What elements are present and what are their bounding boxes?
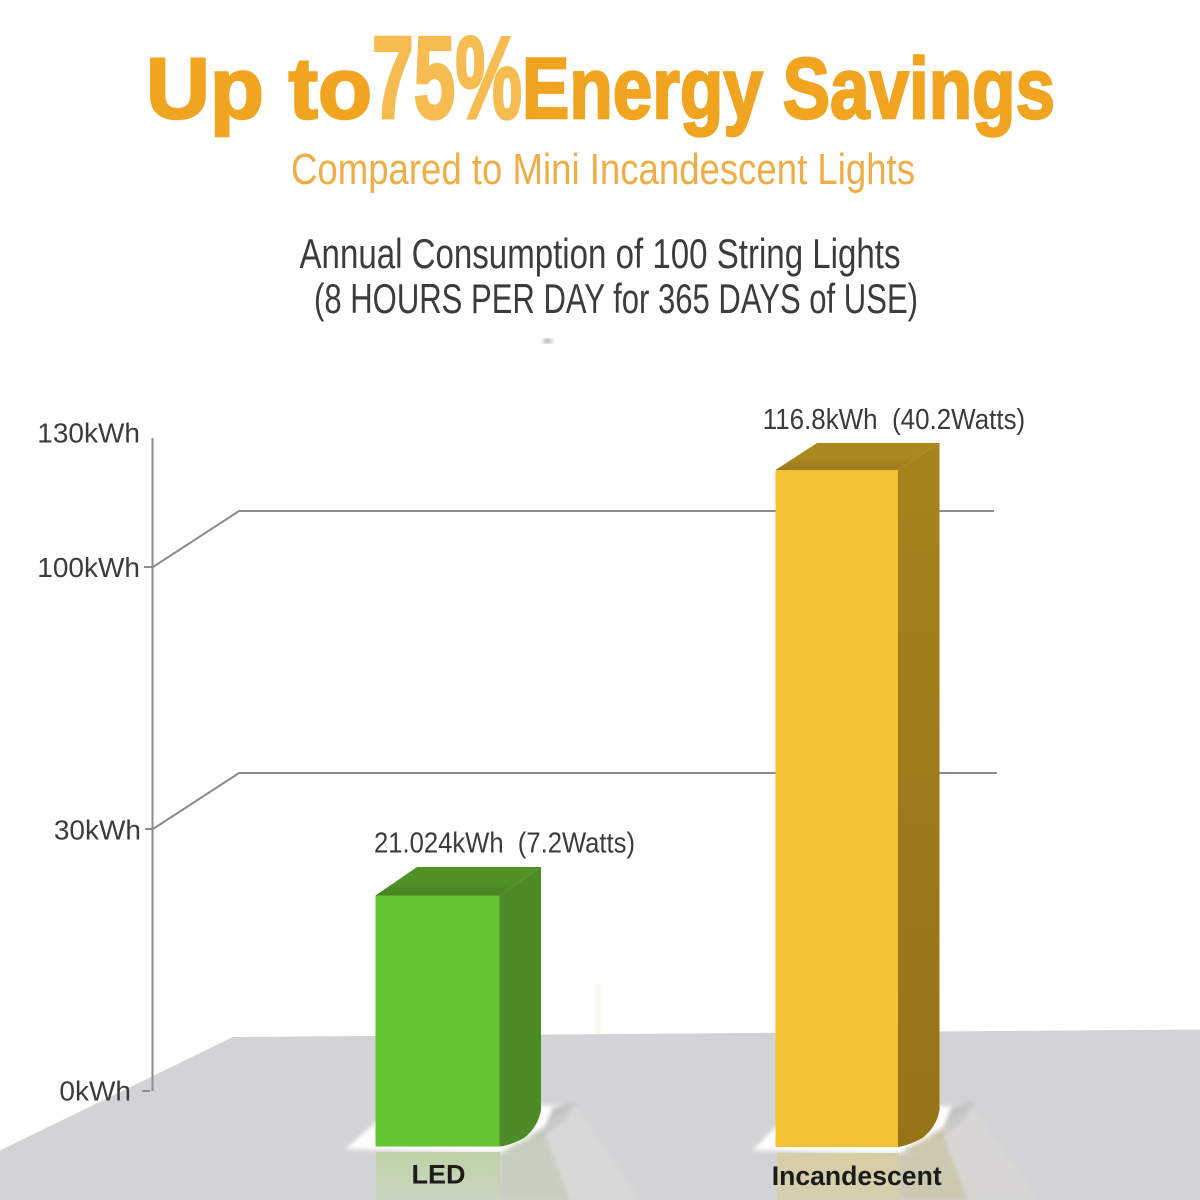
svg-text:21.024kWh (7.2Watts): 21.024kWh (7.2Watts) [374,828,635,860]
svg-text:(8 HOURS PER DAY for 365 DAYS: (8 HOURS PER DAY for 365 DAYS of USE) [314,275,918,322]
svg-text:Compared to Mini Incandescent: Compared to Mini Incandescent Lights [291,145,915,194]
svg-text:30kWh: 30kWh [54,815,141,846]
svg-text:Up to75%Energy Savings: Up to75%Energy Savings [146,12,1055,143]
svg-text:130kWh: 130kWh [37,418,140,449]
svg-text:0kWh: 0kWh [59,1076,131,1107]
svg-text:116.8kWh (40.2Watts): 116.8kWh (40.2Watts) [763,404,1025,436]
svg-text:100kWh: 100kWh [37,552,140,583]
svg-text:Incandescent: Incandescent [772,1161,942,1191]
svg-text:Annual Consumption of 100 Stri: Annual Consumption of 100 String Lights [300,230,901,277]
svg-text:LED: LED [412,1160,466,1190]
